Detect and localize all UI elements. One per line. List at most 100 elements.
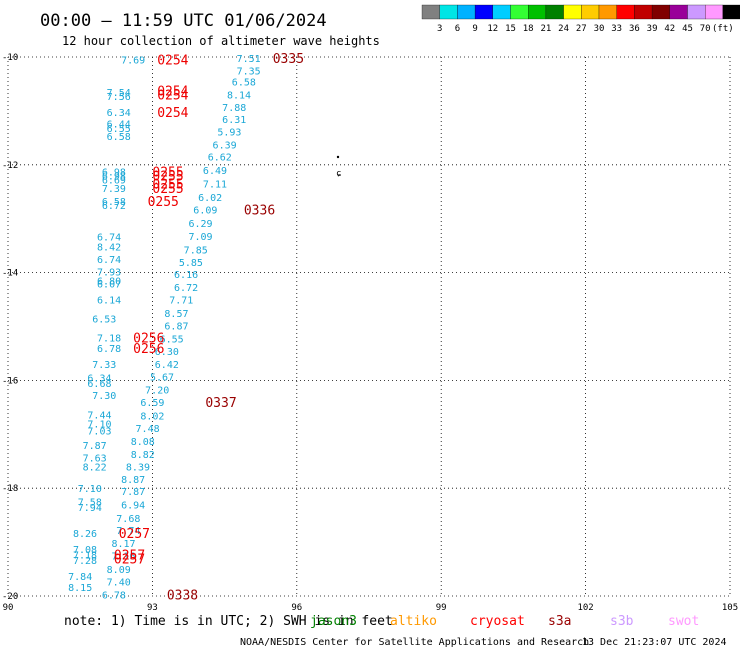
wave-height-value: 7.87 — [83, 441, 107, 452]
legend-label: 33 — [611, 24, 622, 34]
x-tick-label: 102 — [577, 603, 593, 613]
wave-height-value: 8.17 — [111, 539, 135, 550]
wave-height-value: 7.87 — [121, 487, 145, 498]
wave-height-value: 7.40 — [107, 577, 131, 588]
legend-label: 42 — [664, 24, 675, 34]
wave-height-value: 7.58 — [78, 498, 102, 509]
wave-height-value: 8.15 — [68, 583, 92, 594]
pass-time-label: 0254 — [157, 106, 188, 121]
legend-label: 21 — [540, 24, 551, 34]
wave-height-value: 6.39 — [213, 140, 237, 151]
wave-height-value: 8.22 — [83, 463, 107, 474]
pass-time-label: 0257 — [119, 527, 150, 542]
color-legend: 3 6 9 12 15 18 21 24 27 30 33 36 39 42 45 70 — [421, 4, 740, 34]
y-tick-label: -18 — [2, 484, 18, 494]
wave-height-value: 5.93 — [217, 127, 241, 138]
x-tick-label: 93 — [147, 603, 158, 613]
y-tick-label: -10 — [2, 53, 18, 63]
wave-height-value: 7.08 — [73, 545, 97, 556]
wave-height-value: 8.14 — [227, 91, 251, 102]
wave-height-values: 7.697.547.566.346.446.556.586.986.986.69… — [68, 54, 261, 601]
wave-height-value: 6.72 — [102, 201, 126, 212]
wave-height-value: 7.09 — [188, 232, 212, 243]
wave-height-value: 7.20 — [145, 386, 169, 397]
legend-swatch — [492, 4, 511, 20]
wave-height-value: 6.34 — [107, 108, 131, 119]
wave-height-value: 7.39 — [102, 184, 126, 195]
legend-swatch — [545, 4, 564, 20]
pass-time-label: 0254 — [157, 89, 188, 104]
legend-swatch — [439, 4, 458, 20]
pass-time-label: 0255 — [152, 182, 183, 197]
legend-label: 45 — [682, 24, 693, 34]
legend-label: 6 — [455, 24, 460, 34]
x-tick-label: 96 — [291, 603, 302, 613]
wave-height-value: 8.02 — [140, 411, 164, 422]
legend-swatch — [722, 4, 740, 20]
y-tick-label: -16 — [2, 376, 18, 386]
wave-height-value: 6.09 — [193, 206, 217, 217]
wave-height-value: 6.31 — [222, 115, 246, 126]
legend-label: 27 — [576, 24, 587, 34]
wave-height-value: 6.58 — [232, 77, 256, 88]
wave-height-value: 6.07 — [97, 279, 121, 290]
wave-height-value: 7.68 — [116, 514, 140, 525]
wave-height-value: 6.29 — [188, 219, 212, 230]
legend-label: 30 — [594, 24, 605, 34]
legend-swatch — [528, 4, 547, 20]
satellite-legend: jason3 altiko cryosat s3a s3b swot — [310, 614, 699, 629]
wave-height-value: 7.88 — [222, 103, 246, 114]
legend-swatch — [563, 4, 582, 20]
pass-time-label: 0257 — [114, 552, 145, 567]
wave-height-value: 8.82 — [131, 450, 155, 461]
legend-swatch — [598, 4, 617, 20]
pass-time-label: 0338 — [167, 588, 198, 603]
wave-height-value: 6.59 — [140, 398, 164, 409]
legend-label: 18 — [523, 24, 534, 34]
legend-swatch — [457, 4, 476, 20]
legend-label: 3 — [437, 24, 442, 34]
wave-height-value: 7.30 — [92, 391, 116, 402]
satellite-label: s3b — [610, 614, 634, 629]
satellite-label: swot — [668, 614, 699, 629]
legend-swatch — [421, 4, 440, 20]
wave-height-value: 7.18 — [73, 550, 97, 561]
wave-height-value: 7.16 — [111, 552, 135, 563]
legend-swatch — [651, 4, 670, 20]
wave-height-value: 7.93 — [97, 268, 121, 279]
pass-time-label: 0254 — [157, 84, 188, 99]
legend-unit: (ft) — [712, 24, 734, 34]
legend-label: 12 — [487, 24, 498, 34]
wave-height-value: 7.28 — [73, 556, 97, 567]
wave-height-value: 7.54 — [107, 88, 131, 99]
legend-swatch — [581, 4, 600, 20]
pass-time-label: 0336 — [244, 204, 275, 219]
wave-height-value: 7.56 — [107, 92, 131, 103]
wave-height-value: 7.48 — [136, 424, 160, 435]
wave-height-value: 7.11 — [203, 180, 227, 191]
wave-height-value: 6.58 — [102, 197, 126, 208]
wave-height-value: 6.62 — [208, 153, 232, 164]
wave-height-value: 7.63 — [83, 453, 107, 464]
legend-label: 24 — [558, 24, 569, 34]
wave-height-value: 6.69 — [102, 175, 126, 186]
satellite-label: s3a — [548, 614, 571, 629]
wave-height-value: 6.49 — [203, 166, 227, 177]
wave-height-value: 7.71 — [169, 296, 193, 307]
wave-height-value: 6.34 — [87, 374, 111, 385]
satellite-label: altiko — [390, 614, 437, 629]
wave-height-value: 7.51 — [237, 54, 261, 65]
x-tick-label: 90 — [3, 603, 14, 613]
wave-height-value: 5.67 — [150, 373, 174, 384]
pass-time-label: 0335 — [273, 52, 304, 67]
chart-subtitle: 12 hour collection of altimeter wave hei… — [62, 34, 380, 48]
wave-height-value: 8.42 — [97, 243, 121, 254]
wave-height-value: 8.57 — [164, 309, 188, 320]
wave-height-value: 6.72 — [174, 283, 198, 294]
legend-swatch — [669, 4, 688, 20]
wave-height-value: 7.94 — [78, 503, 102, 514]
island-dot — [336, 155, 340, 159]
wave-height-value: 6.02 — [198, 193, 222, 204]
wave-height-value: 6.68 — [87, 379, 111, 390]
